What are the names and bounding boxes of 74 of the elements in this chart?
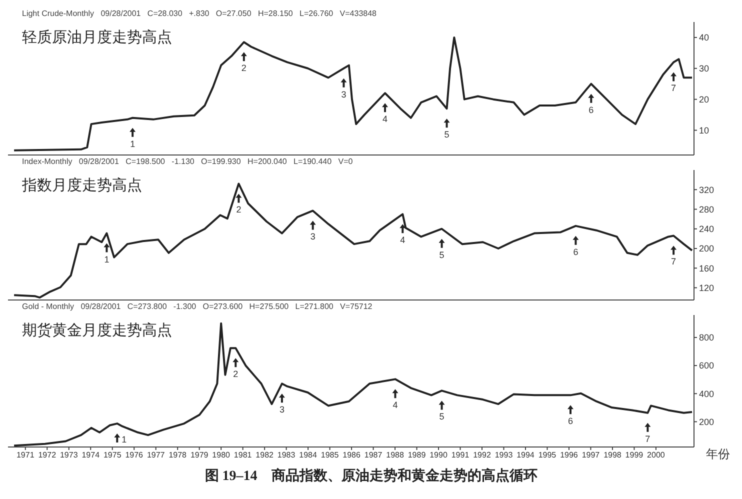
- x-tick-label: 1987: [364, 450, 383, 460]
- x-tick-label: 1974: [82, 450, 100, 460]
- annotation: 7: [645, 434, 650, 444]
- annotation: 5: [444, 130, 450, 140]
- annotation: 2: [236, 204, 242, 215]
- annotation: 1: [104, 254, 110, 264]
- x-tick-label: 1982: [256, 450, 274, 460]
- x-tick-label: 1984: [299, 450, 318, 460]
- x-tick-label: 1994: [516, 450, 535, 460]
- annotation: 4: [400, 235, 406, 246]
- y-tick-label: 40: [699, 32, 710, 43]
- y-tick-label: 600: [699, 360, 714, 371]
- x-tick-label: 1981: [234, 450, 252, 460]
- annotation: 2: [241, 63, 246, 74]
- text: 期货黄金月度走势高点: [22, 321, 172, 340]
- chart-subtitle: Index-Monthly 09/28/2001 C=198.500 -1.130 O=199.930 H=200.040 L=190.440 V=0: [22, 157, 353, 166]
- annotation: 5: [439, 250, 444, 260]
- x-tick-label: 1971: [16, 450, 35, 460]
- annotation: 3: [310, 232, 316, 242]
- annotation: 7: [671, 83, 676, 94]
- chart-subtitle: Light Crude-Monthly 09/28/2001 C=28.030 +.830 O=27.050 H=28.150 L=26.760 V=433848: [22, 9, 376, 18]
- x-tick-label: 1986: [342, 450, 361, 460]
- x-tick-label: 1991: [451, 450, 470, 460]
- annotation: 1: [122, 434, 127, 445]
- x-tick-label: 1990: [430, 450, 448, 460]
- y-tick-label: 800: [699, 332, 714, 343]
- x-tick-label: 1989: [408, 450, 426, 460]
- annotation: 7: [671, 256, 676, 267]
- x-tick-label: 1977: [146, 450, 166, 460]
- y-tick-label: 200: [699, 416, 714, 427]
- y-tick-label: 240: [699, 224, 714, 234]
- x-tick-label: 1972: [38, 450, 57, 460]
- annotation: 1: [130, 138, 136, 149]
- x-tick-label: 1980: [212, 450, 231, 460]
- x-tick-label: 1978: [168, 450, 188, 460]
- y-tick-label: 10: [699, 125, 710, 136]
- x-tick-label: 1993: [494, 450, 514, 460]
- x-tick-label: 1997: [582, 450, 600, 460]
- x-tick-label: 1992: [473, 450, 492, 460]
- annotation: 2: [233, 369, 238, 380]
- y-tick-label: 400: [699, 388, 714, 399]
- chart-subtitle: Gold - Monthly 09/28/2001 C=273.800 -1.300 O=273.600 H=275.500 L=271.800 V=75712: [22, 302, 372, 311]
- x-tick-label: 1998: [604, 450, 622, 460]
- annotation: 5: [439, 412, 444, 422]
- line-series: [13, 322, 694, 447]
- x-tick-label: 1979: [190, 450, 209, 460]
- annotation: 3: [279, 404, 284, 415]
- x-tick-label: 1973: [60, 450, 78, 460]
- y-tick-label: 320: [699, 184, 714, 195]
- caption: 图 19–14 商品指数、原油走势和黄金走势的高点循环: [204, 467, 538, 485]
- annotation: 6: [568, 416, 574, 426]
- x-tick-label: 1995: [538, 450, 557, 460]
- x-tick-label: 1999: [625, 450, 644, 460]
- y-tick-label: 280: [699, 204, 714, 214]
- x-tick-label: 1996: [560, 450, 578, 460]
- x-tick-label: 1976: [125, 450, 144, 460]
- annotation: 4: [392, 400, 398, 410]
- annotation: 4: [382, 114, 388, 124]
- y-tick-label: 20: [699, 94, 710, 105]
- y-tick-label: 30: [699, 64, 710, 74]
- y-tick-label: 200: [699, 244, 714, 254]
- x-tick-label: 1988: [386, 450, 404, 460]
- x-tick-label: 1985: [320, 450, 340, 460]
- annotation: 3: [341, 89, 346, 100]
- x-axis-title: 年份: [706, 446, 730, 463]
- y-tick-label: 160: [699, 263, 714, 274]
- x-tick-label: 1983: [277, 450, 296, 460]
- x-tick-label: 2000: [647, 450, 666, 460]
- text: 指数月度走势高点: [22, 176, 142, 195]
- annotation: 6: [588, 104, 594, 115]
- text: 轻质原油月度走势高点: [22, 28, 172, 47]
- x-tick-label: 1975: [103, 450, 122, 460]
- y-tick-label: 120: [699, 282, 714, 293]
- annotation: 6: [573, 246, 578, 257]
